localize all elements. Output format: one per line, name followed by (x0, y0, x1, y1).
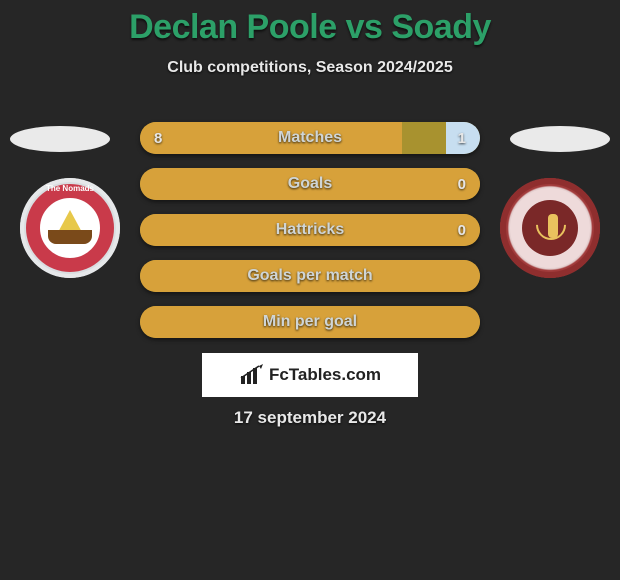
bar-chart-icon (239, 364, 265, 386)
stat-row-min-per-goal: Min per goal (140, 306, 480, 338)
stat-value-right: 0 (458, 168, 466, 200)
stat-value-right: 1 (458, 122, 466, 154)
stat-row-hattricks: Hattricks 0 (140, 214, 480, 246)
stat-label: Goals (140, 168, 480, 200)
player-shadow-right (510, 126, 610, 152)
page-title: Declan Poole vs Soady (0, 0, 620, 47)
stat-value-right: 0 (458, 214, 466, 246)
stat-row-matches: 8 Matches 1 (140, 122, 480, 154)
stat-row-goals-per-match: Goals per match (140, 260, 480, 292)
footer-date: 17 september 2024 (0, 408, 620, 428)
team-logo-right (500, 178, 600, 278)
player-shadow-left (10, 126, 110, 152)
stat-row-goals: Goals 0 (140, 168, 480, 200)
badge-top-text: The Nomads (20, 184, 120, 193)
team-logo-left: The Nomads (20, 178, 120, 278)
comparison-card: Declan Poole vs Soady Club competitions,… (0, 0, 620, 580)
page-subtitle: Club competitions, Season 2024/2025 (0, 59, 620, 77)
stat-label: Goals per match (140, 260, 480, 292)
brand-banner[interactable]: FcTables.com (202, 353, 418, 397)
hull-icon (48, 230, 92, 244)
stat-label: Hattricks (140, 214, 480, 246)
stat-label: Min per goal (140, 306, 480, 338)
stat-label: Matches (140, 122, 480, 154)
archer-body-icon (548, 214, 558, 238)
brand-text: FcTables.com (269, 365, 381, 385)
stats-bars: 8 Matches 1 Goals 0 Hattricks 0 Goals pe… (140, 122, 480, 352)
